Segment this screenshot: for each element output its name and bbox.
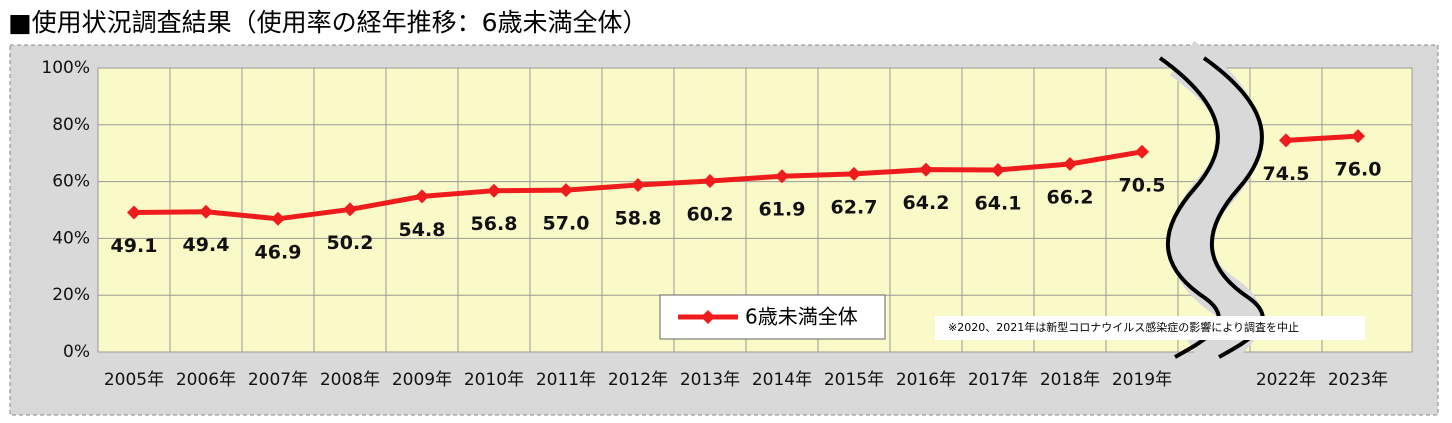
- value-label: 66.2: [1047, 186, 1094, 208]
- note-box: [935, 316, 1365, 340]
- value-label: 61.9: [759, 199, 806, 221]
- y-tick-label: 80%: [52, 115, 90, 135]
- x-tick-label: 2019年: [1112, 370, 1172, 390]
- marker: [775, 169, 789, 184]
- value-label: 46.9: [255, 241, 302, 263]
- x-tick-label: 2015年: [824, 370, 884, 390]
- marker: [991, 162, 1005, 177]
- marker: [559, 183, 573, 198]
- value-label: 57.0: [543, 213, 590, 235]
- marker: [919, 162, 933, 177]
- value-label: 64.1: [975, 192, 1022, 214]
- legend-marker: [701, 310, 715, 324]
- marker: [1351, 129, 1365, 144]
- y-tick-label: 100%: [41, 58, 90, 78]
- x-tick-label: 2017年: [968, 370, 1028, 390]
- x-tick-label: 2008年: [320, 370, 380, 390]
- value-label: 50.2: [327, 232, 374, 254]
- x-tick-label: 2012年: [608, 370, 668, 390]
- value-label: 49.1: [111, 235, 158, 257]
- marker: [487, 183, 501, 198]
- chart-title: ■使用状況調査結果（使用率の経年推移：6歳未満全体）: [8, 8, 648, 37]
- value-label: 70.5: [1119, 174, 1166, 196]
- value-label: 74.5: [1263, 163, 1310, 185]
- y-tick-label: 0%: [63, 342, 90, 362]
- value-label: 76.0: [1335, 159, 1382, 181]
- x-tick-label: 2013年: [680, 370, 740, 390]
- x-tick-label: 2007年: [248, 370, 308, 390]
- x-tick-label: 2009年: [392, 370, 452, 390]
- x-tick-label: 2014年: [752, 370, 812, 390]
- marker: [703, 174, 717, 189]
- marker: [343, 202, 357, 217]
- legend-label: 6歳未満全体: [745, 305, 858, 329]
- note: ※2020、2021年は新型コロナウイルス感染症の影響により調査を中止: [948, 320, 1299, 334]
- value-label: 64.2: [903, 192, 950, 214]
- value-label: 60.2: [687, 204, 734, 226]
- x-tick-label: 2023年: [1328, 370, 1388, 390]
- marker: [631, 178, 645, 193]
- x-tick-label: 2022年: [1256, 370, 1316, 390]
- marker: [415, 189, 429, 204]
- x-tick-label: 2010年: [464, 370, 524, 390]
- marker: [1279, 133, 1293, 148]
- x-tick-label: 2018年: [1040, 370, 1100, 390]
- x-tick-label: 2005年: [104, 370, 164, 390]
- x-tick-label: 2011年: [536, 370, 596, 390]
- marker: [847, 166, 861, 181]
- x-tick-label: 2016年: [896, 370, 956, 390]
- y-tick-label: 60%: [52, 172, 90, 192]
- marker: [1135, 144, 1149, 159]
- value-label: 54.8: [399, 219, 446, 241]
- marker: [127, 205, 141, 220]
- y-tick-label: 40%: [52, 228, 90, 248]
- marker: [1063, 156, 1077, 171]
- marker: [271, 211, 285, 226]
- value-label: 62.7: [831, 196, 878, 218]
- marker: [199, 204, 213, 219]
- x-tick-label: 2006年: [176, 370, 236, 390]
- value-label: 49.4: [183, 234, 230, 256]
- y-tick-label: 20%: [52, 285, 90, 305]
- value-label: 56.8: [471, 213, 518, 235]
- value-label: 58.8: [615, 208, 662, 230]
